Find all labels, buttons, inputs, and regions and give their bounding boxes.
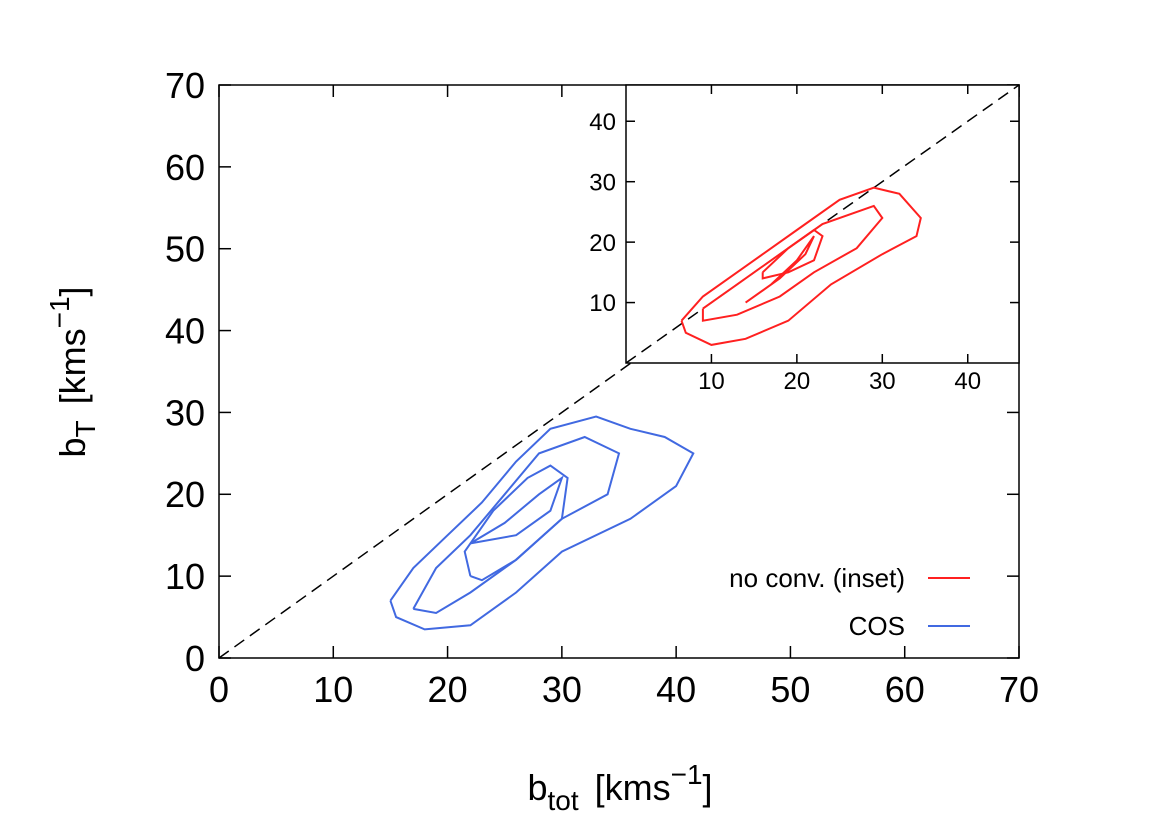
y-tick-label: 30 <box>589 169 616 196</box>
label-unit: [kms <box>595 767 671 808</box>
x-tick-label: 10 <box>698 368 725 395</box>
label-subscript: tot <box>547 785 578 816</box>
plot-frame <box>625 84 1020 364</box>
y-label: bT [kms−1] <box>44 286 101 457</box>
label-superscript: −1 <box>671 759 703 790</box>
label-unit: [kms <box>52 328 93 404</box>
contour-line <box>412 435 621 615</box>
y-tick-label: 20 <box>589 230 616 257</box>
x-tick-label: 30 <box>869 368 896 395</box>
label-base: b <box>52 438 93 458</box>
y-tick-label: 10 <box>165 556 205 597</box>
y-tick-label: 0 <box>185 638 205 679</box>
contour-line <box>680 186 922 346</box>
x-tick-label: 20 <box>784 368 811 395</box>
x-tick-label: 60 <box>885 669 925 710</box>
y-tick-label: 30 <box>165 392 205 433</box>
x-tick-label: 30 <box>542 669 582 710</box>
x-tick-label: 50 <box>770 669 810 710</box>
label-close: ] <box>52 286 93 296</box>
legend-label: COS <box>849 611 905 641</box>
x-tick-label: 10 <box>313 669 353 710</box>
y-tick-label: 40 <box>589 109 616 136</box>
x-tick-label: 20 <box>428 669 468 710</box>
contour-line <box>761 228 824 280</box>
label-subscript: T <box>70 420 101 437</box>
reference-diagonal <box>625 84 1020 364</box>
x-label: btot [kms−1] <box>527 759 712 816</box>
contour-line <box>463 464 569 582</box>
x-tick-label: 40 <box>954 368 981 395</box>
label-superscript: −1 <box>44 296 75 328</box>
x-tick-label: 40 <box>656 669 696 710</box>
x-tick-label: 0 <box>209 669 229 710</box>
contour-line <box>745 235 815 304</box>
y-tick-label: 60 <box>165 147 205 188</box>
plot-frame <box>218 84 1020 659</box>
contour-line <box>469 475 564 545</box>
contour-line <box>701 204 884 322</box>
label-close: ] <box>703 767 713 808</box>
contour-line <box>389 415 695 631</box>
y-tick-label: 50 <box>165 229 205 270</box>
y-tick-label: 40 <box>165 311 205 352</box>
y-tick-label: 70 <box>165 65 205 106</box>
label-base: b <box>527 767 547 808</box>
y-tick-label: 20 <box>165 474 205 515</box>
legend-label: no conv. (inset) <box>729 563 905 593</box>
y-tick-label: 10 <box>589 290 616 317</box>
x-tick-label: 70 <box>999 669 1039 710</box>
